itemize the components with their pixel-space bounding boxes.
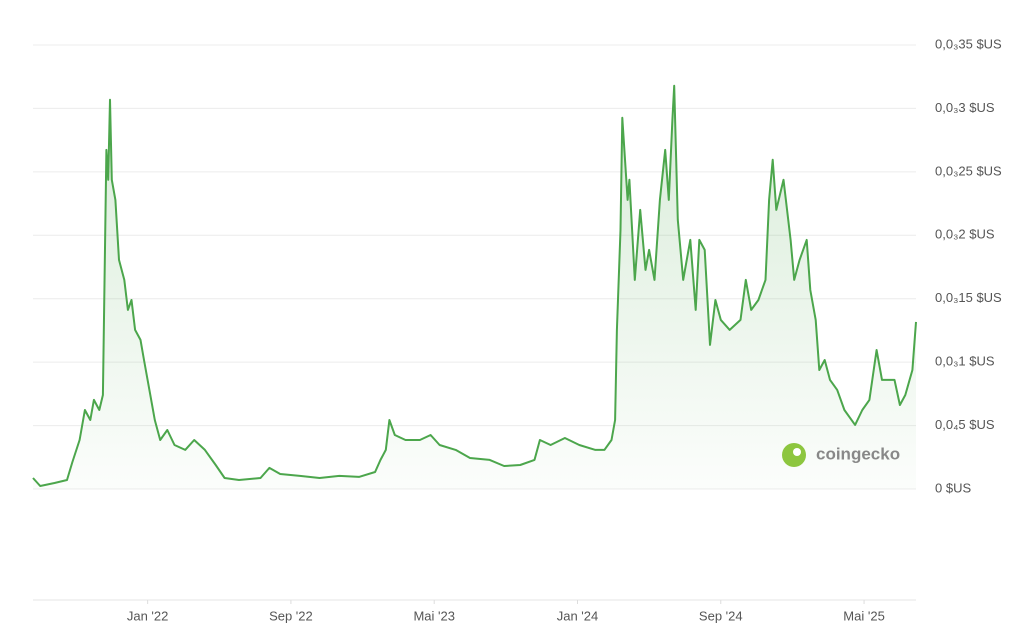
y-tick-label: 0,0₃35 $US [935, 36, 1002, 51]
x-tick-label: Sep '24 [699, 608, 743, 623]
y-tick-label: 0,0₃15 $US [935, 290, 1002, 305]
y-tick-label: 0 $US [935, 480, 971, 495]
logo: coingecko [782, 443, 900, 467]
logo-icon [782, 443, 806, 467]
y-tick-label: 0,0₃3 $US [935, 100, 995, 115]
y-tick-label: 0,0₄5 $US [935, 417, 995, 432]
logo-eye [793, 448, 801, 456]
x-tick-label: Jan '22 [127, 608, 169, 623]
watermark: coingecko [816, 444, 900, 463]
x-tick-label: Mai '23 [413, 608, 455, 623]
x-tick-label: Jan '24 [557, 608, 599, 623]
y-tick-label: 0,0₃1 $US [935, 354, 995, 369]
price-line [32, 84, 917, 487]
x-tick-label: Mai '25 [843, 608, 885, 623]
y-tick-label: 0,0₃2 $US [935, 227, 995, 242]
x-tick-label: Sep '22 [269, 608, 313, 623]
y-tick-label: 0,0₃25 $US [935, 163, 1002, 178]
area [33, 85, 916, 490]
